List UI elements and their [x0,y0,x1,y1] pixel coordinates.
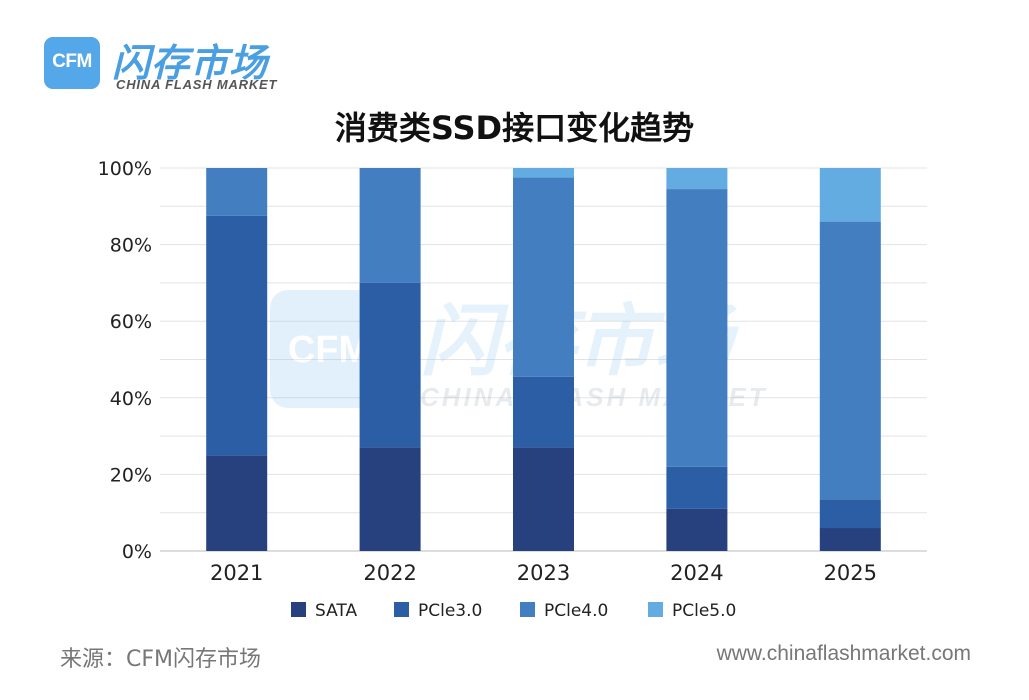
legend-label: SATA [315,601,357,621]
x-tick-label: 2022 [363,561,416,585]
x-tick-label: 2024 [670,561,723,585]
y-tick-label: 60% [110,311,152,333]
legend: SATA PCle3.0 PCle4.0 PCle5.0 [291,601,736,621]
bar-segment [513,177,574,377]
bar-segment [359,282,421,448]
chart-title: 消费类SSD接口变化趋势 [334,109,695,147]
cfm-logo-mark: CFM [44,37,100,89]
bar-segment [359,447,421,551]
legend-label: PCle5.0 [672,601,736,621]
bar-segment [206,215,268,456]
logo-name-cn: 闪存市场 [112,41,269,85]
bar-segment [206,168,268,216]
x-tick-label: 2025 [824,561,877,585]
bar-segment [513,168,574,178]
watermark-mark-box [270,290,388,408]
x-tick-labels: 2021 2022 2023 2024 2025 [210,561,877,585]
bar-segment [513,447,574,551]
bar-segment [819,221,881,500]
bars [206,168,881,551]
bar-segment [819,168,881,222]
watermark-mark-text: CFM [288,329,370,371]
logo-name-en: CHINA FLASH MARKET [116,77,278,92]
legend-label: PCle4.0 [544,601,608,621]
x-tick-label: 2023 [517,561,570,585]
y-tick-label: 40% [110,388,152,410]
bar-segment [666,168,728,190]
y-tick-label: 20% [110,464,152,486]
bar-segment [359,168,421,283]
source-note: 来源：CFM闪存市场 [60,647,261,672]
bar-segment [666,189,728,467]
y-tick-labels: 0% 20% 40% 60% 80% 100% [98,158,152,563]
legend-label: PCle3.0 [418,601,482,621]
y-tick-label: 0% [122,541,152,563]
bar-segment [666,466,728,509]
legend-swatch [520,602,535,617]
y-tick-label: 80% [110,235,152,257]
x-tick-label: 2021 [210,561,263,585]
legend-swatch [648,602,663,617]
logo-mark-text: CFM [52,51,92,72]
legend-swatch [394,602,409,617]
bar-segment [819,528,881,551]
legend-swatch [291,602,306,617]
bar-segment [513,376,574,448]
y-tick-label: 100% [98,158,152,180]
bar-segment [819,499,881,529]
bar-segment [666,508,728,551]
website-url[interactable]: www.chinaflashmarket.com [716,642,971,665]
bar-segment [206,455,268,551]
